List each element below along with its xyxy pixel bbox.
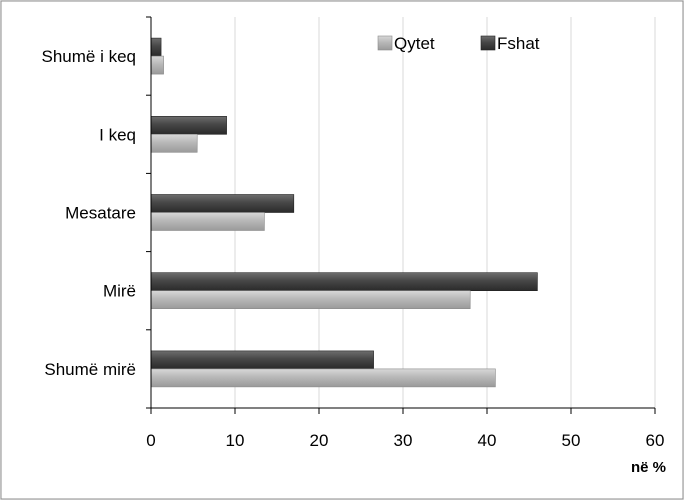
unit-label: në % [631, 459, 666, 476]
x-tick-label: 40 [478, 431, 497, 450]
axes [146, 16, 656, 414]
category-label: Mirë [103, 282, 136, 301]
bar-qytet-2 [150, 212, 265, 231]
bar-qytet-3 [150, 290, 471, 310]
tick-labels: 0 10 20 30 40 50 60 Shumë i keq I keq Mesatare Mir… [42, 47, 665, 450]
bar-fshat-2 [150, 194, 295, 213]
legend-swatch-fshat [480, 35, 496, 51]
x-tick-label: 50 [562, 431, 581, 450]
x-tick-label: 30 [394, 431, 413, 450]
bar-qytet-0 [150, 55, 164, 75]
category-label: Mesatare [65, 204, 136, 223]
x-tick-label: 0 [146, 431, 155, 450]
gridlines [234, 17, 656, 408]
bar-qytet-4 [150, 368, 496, 388]
legend-swatch-qytet [377, 35, 393, 51]
bar-fshat-0 [150, 37, 162, 57]
bar-qytet-1 [150, 134, 198, 153]
x-tick-label: 20 [310, 431, 329, 450]
category-label: Shumë i keq [42, 47, 137, 66]
bar-fshat-1 [150, 116, 227, 135]
legend: Qytet Fshat [377, 34, 540, 53]
category-label: Shumë mirë [44, 360, 136, 379]
category-label: I keq [99, 125, 136, 144]
legend-label-qytet: Qytet [394, 34, 435, 53]
bars [150, 37, 538, 388]
legend-label-fshat: Fshat [497, 34, 540, 53]
x-tick-label: 60 [646, 431, 665, 450]
bar-fshat-4 [150, 350, 374, 370]
x-tick-label: 10 [226, 431, 245, 450]
bar-fshat-3 [150, 272, 538, 292]
